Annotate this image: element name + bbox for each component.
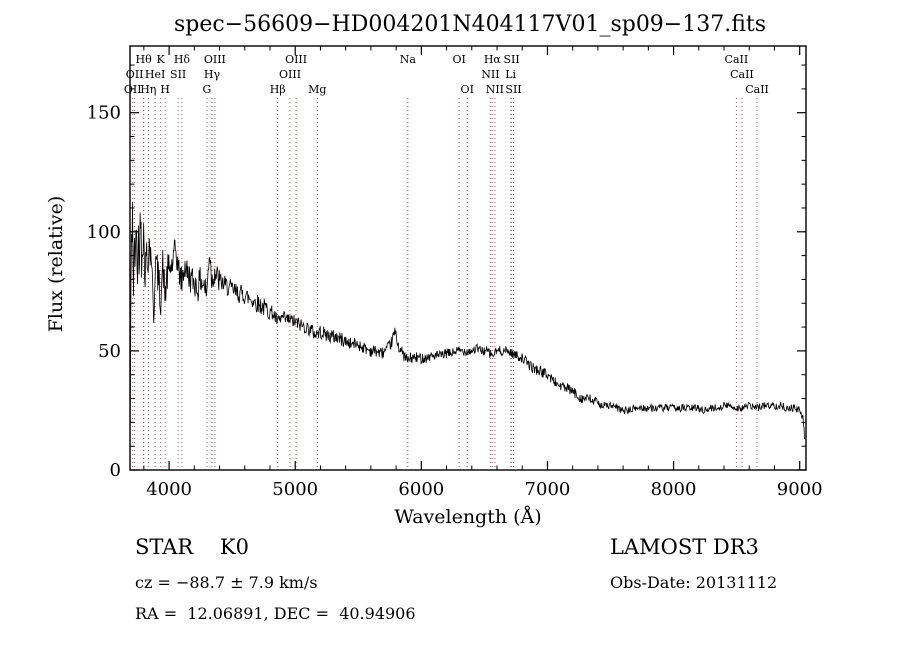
spectral-line-label: Mg xyxy=(308,83,326,96)
spectral-line-label: NII xyxy=(486,83,504,96)
spectral-line-label: Li xyxy=(505,68,516,81)
spectral-line-label: OII xyxy=(124,83,142,96)
spectral-line-label: Hγ xyxy=(204,68,221,81)
spectral-line-label: SII xyxy=(170,68,186,81)
spectral-line-label: G xyxy=(203,83,212,96)
y-tick-label: 0 xyxy=(110,460,121,481)
spectral-line-label: HeI xyxy=(145,68,165,81)
y-tick-label: 150 xyxy=(87,103,121,124)
spectral-line-label: OIII xyxy=(285,53,307,66)
spectral-line-label: SII xyxy=(505,83,521,96)
plot-title: spec−56609−HD004201N404117V01_sp09−137.f… xyxy=(174,12,766,37)
spectral-line-label: Hθ xyxy=(136,53,153,66)
obs-date-label: Obs-Date: 20131112 xyxy=(610,573,777,592)
spectrum-path xyxy=(129,201,806,460)
x-tick-label: 8000 xyxy=(651,479,697,500)
spectral-line-label: H xyxy=(160,83,170,96)
object-class-label: STAR K0 xyxy=(135,535,249,559)
x-tick-label: 5000 xyxy=(272,479,318,500)
spectral-line-label: Hη xyxy=(140,83,156,96)
spectral-line-label: OI xyxy=(461,83,474,96)
x-axis-title: Wavelength (Å) xyxy=(394,506,541,528)
y-tick-label: 50 xyxy=(98,341,121,362)
survey-label: LAMOST DR3 xyxy=(610,535,759,559)
ra-dec-label: RA = 12.06891, DEC = 40.94906 xyxy=(135,604,416,623)
spectral-line-label: OII xyxy=(126,68,144,81)
spectral-line-label: SII xyxy=(504,53,520,66)
spectral-line-label: Hβ xyxy=(270,83,286,96)
radial-velocity-label: cz = −88.7 ± 7.9 km/s xyxy=(135,573,318,592)
spectral-line-label: OI xyxy=(452,53,465,66)
spectral-line-label: CaII xyxy=(725,53,749,66)
y-axis-title: Flux (relative) xyxy=(45,196,67,333)
spectral-line-label: OIII xyxy=(204,53,226,66)
x-tick-label: 4000 xyxy=(146,479,192,500)
plot-border xyxy=(129,45,807,471)
spectral-line-label: OIII xyxy=(279,68,301,81)
spectral-line-label: Na xyxy=(400,53,417,66)
spectral-line-label: NII xyxy=(481,68,499,81)
x-tick-label: 9000 xyxy=(777,479,823,500)
y-tick-label: 100 xyxy=(87,222,121,243)
x-tick-label: 6000 xyxy=(398,479,444,500)
spectral-line-label: CaII xyxy=(730,68,754,81)
x-tick-label: 7000 xyxy=(525,479,571,500)
spectral-line-label: Hα xyxy=(484,53,502,66)
spectral-line-label: CaII xyxy=(745,83,769,96)
spectral-line-label: K xyxy=(157,53,166,66)
spectral-line-label: Hδ xyxy=(174,53,191,66)
